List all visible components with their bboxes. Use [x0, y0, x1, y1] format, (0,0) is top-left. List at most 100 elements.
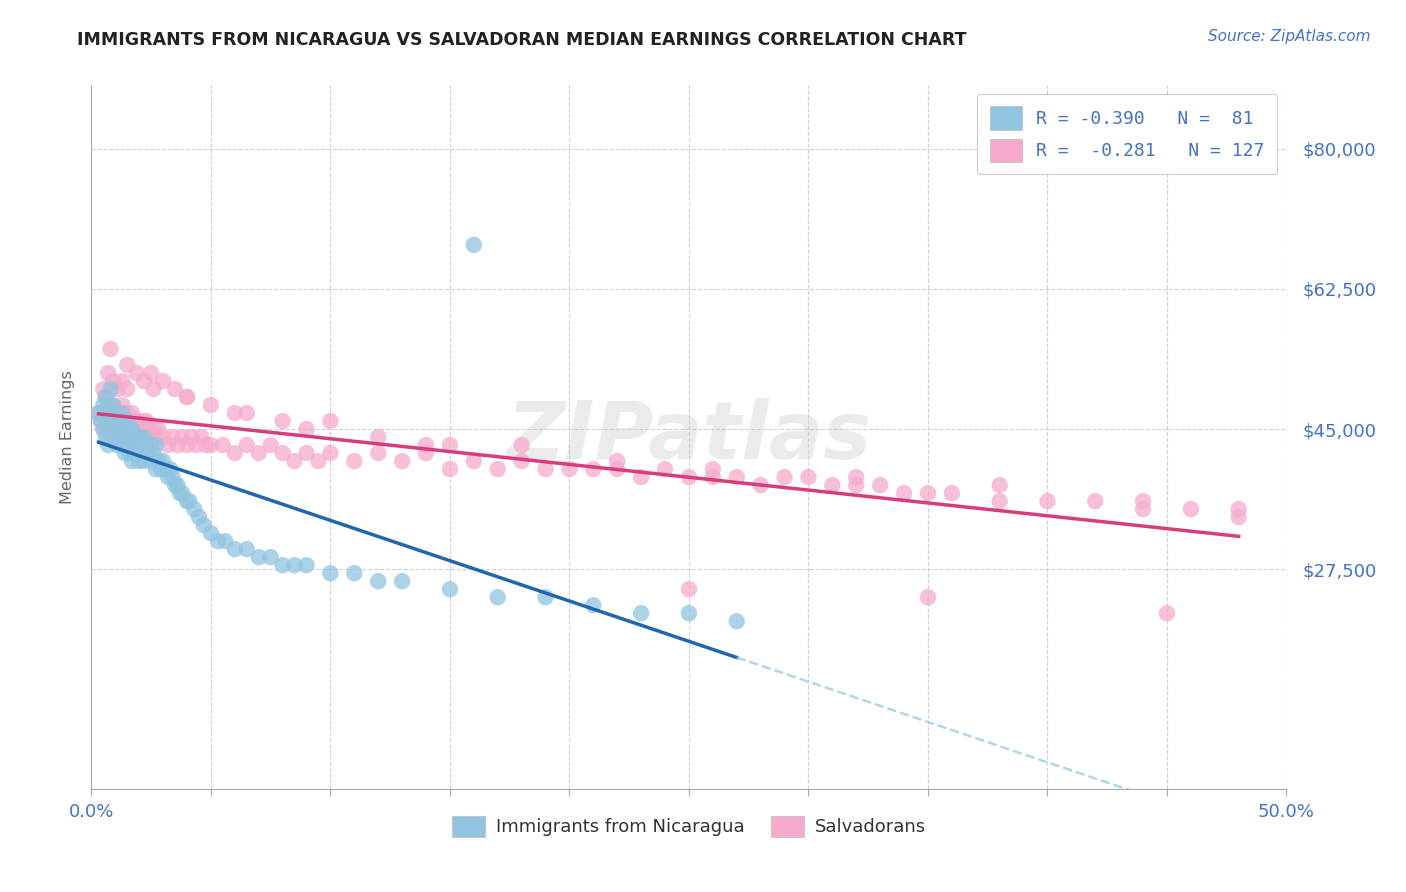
Point — [200, 398, 222, 412]
Point — [111, 438, 134, 452]
Point — [271, 414, 294, 428]
Point — [224, 446, 246, 460]
Point — [138, 446, 160, 460]
Point — [166, 478, 188, 492]
Point — [702, 470, 724, 484]
Point — [107, 382, 129, 396]
Point — [1227, 510, 1250, 524]
Text: IMMIGRANTS FROM NICARAGUA VS SALVADORAN MEDIAN EARNINGS CORRELATION CHART: IMMIGRANTS FROM NICARAGUA VS SALVADORAN … — [77, 31, 967, 49]
Point — [367, 430, 389, 444]
Point — [582, 462, 605, 476]
Point — [100, 414, 122, 428]
Point — [224, 542, 246, 557]
Point — [439, 438, 461, 452]
Point — [115, 438, 138, 452]
Point — [87, 406, 110, 420]
Point — [179, 494, 201, 508]
Point — [176, 438, 198, 452]
Point — [114, 446, 136, 460]
Point — [259, 438, 281, 452]
Point — [124, 414, 146, 428]
Point — [149, 462, 172, 476]
Point — [893, 486, 915, 500]
Point — [678, 607, 700, 621]
Point — [439, 582, 461, 597]
Point — [606, 454, 628, 468]
Point — [118, 422, 141, 436]
Point — [200, 438, 222, 452]
Point — [163, 478, 186, 492]
Point — [115, 430, 138, 444]
Point — [307, 454, 329, 468]
Point — [678, 582, 700, 597]
Point — [988, 494, 1011, 508]
Point — [128, 422, 150, 436]
Point — [271, 558, 294, 573]
Point — [124, 422, 146, 436]
Point — [97, 438, 120, 452]
Point — [163, 382, 186, 396]
Point — [107, 422, 129, 436]
Point — [247, 550, 270, 565]
Point — [101, 422, 124, 436]
Point — [155, 462, 177, 476]
Point — [224, 406, 246, 420]
Point — [187, 510, 211, 524]
Point — [124, 430, 146, 444]
Point — [558, 462, 581, 476]
Point — [128, 454, 150, 468]
Point — [121, 406, 143, 420]
Point — [121, 430, 143, 444]
Point — [94, 390, 117, 404]
Point — [725, 614, 748, 628]
Point — [93, 422, 114, 436]
Point — [235, 406, 259, 420]
Point — [108, 406, 131, 420]
Point — [259, 550, 281, 565]
Point — [702, 462, 724, 476]
Point — [295, 422, 318, 436]
Point — [582, 599, 605, 613]
Point — [773, 470, 796, 484]
Point — [391, 574, 413, 589]
Point — [90, 414, 112, 428]
Point — [1132, 502, 1154, 516]
Point — [94, 390, 117, 404]
Point — [207, 534, 229, 549]
Point — [107, 438, 129, 452]
Point — [169, 486, 191, 500]
Point — [135, 446, 157, 460]
Point — [93, 398, 114, 412]
Point — [510, 438, 533, 452]
Y-axis label: Median Earnings: Median Earnings — [59, 370, 75, 504]
Point — [142, 382, 165, 396]
Point — [917, 486, 939, 500]
Point — [1156, 607, 1178, 621]
Point — [941, 486, 963, 500]
Point — [101, 374, 124, 388]
Point — [415, 446, 437, 460]
Point — [115, 382, 138, 396]
Point — [211, 438, 233, 452]
Point — [193, 518, 215, 533]
Point — [114, 414, 136, 428]
Point — [138, 422, 160, 436]
Point — [1036, 494, 1059, 508]
Point — [486, 462, 509, 476]
Point — [630, 607, 652, 621]
Point — [132, 422, 155, 436]
Point — [107, 414, 129, 428]
Point — [121, 422, 143, 436]
Point — [630, 470, 652, 484]
Point — [749, 478, 772, 492]
Point — [1084, 494, 1107, 508]
Point — [510, 454, 533, 468]
Point — [121, 454, 143, 468]
Point — [94, 414, 117, 428]
Point — [200, 526, 222, 541]
Point — [108, 422, 131, 436]
Point — [141, 438, 162, 452]
Point — [176, 390, 198, 404]
Point — [486, 591, 509, 605]
Point — [115, 406, 138, 420]
